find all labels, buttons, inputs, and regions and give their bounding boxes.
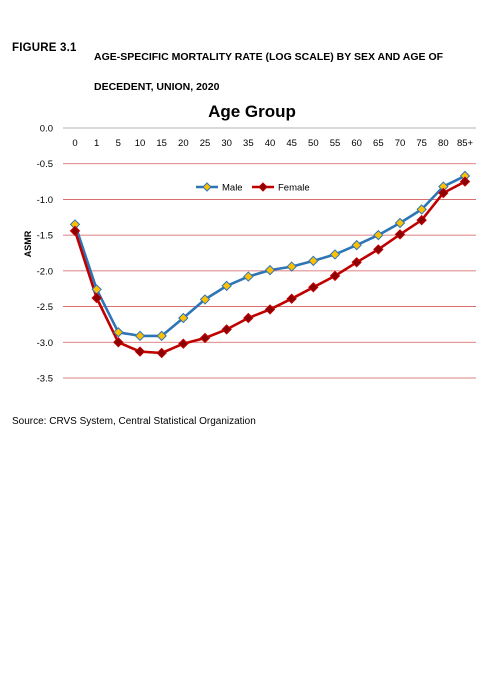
chart-title: Age Group [208, 102, 296, 121]
data-point-male [243, 271, 254, 282]
x-tick-label: 30 [221, 138, 232, 149]
x-tick-label: 65 [373, 138, 384, 149]
x-tick-label: 10 [135, 138, 146, 149]
data-point-male [134, 330, 146, 342]
data-point-male [221, 280, 232, 292]
data-point-male [113, 327, 124, 338]
data-point-female [134, 346, 146, 357]
series-group [69, 170, 471, 359]
x-tick-label: 20 [178, 138, 189, 149]
data-point-male [394, 217, 406, 229]
data-point-female [286, 293, 297, 304]
data-point-female [113, 337, 124, 348]
y-tick-label: -3.0 [37, 338, 53, 349]
legend-swatch-marker [202, 182, 212, 192]
x-tick-labels: 0 1 5 10 15 20 25 30 35 40 45 50 55 60 65 70 75 80 85+ [72, 138, 473, 149]
y-tick-label: -1.0 [37, 195, 53, 206]
data-point-female [178, 338, 189, 349]
x-tick-label: 40 [265, 138, 276, 149]
x-tick-label: 25 [200, 138, 211, 149]
data-point-female [156, 347, 167, 359]
data-point-female [373, 244, 384, 255]
data-point-female [351, 257, 362, 268]
legend: Male Female [196, 182, 310, 194]
x-tick-label: 5 [116, 138, 121, 149]
data-point-female [394, 229, 406, 240]
age-mortality-chart: Age Group 0.0 -0.5 -1.0 -1.5 -2.0 -2.5 -3.0 -3.… [23, 102, 476, 385]
figure-number: FIGURE 3.1 [12, 42, 77, 54]
y-axis-label: ASMR [23, 230, 33, 257]
data-point-female [438, 187, 449, 199]
data-point-male [178, 312, 189, 324]
y-tick-label: -0.5 [37, 159, 53, 170]
data-point-female [199, 332, 211, 344]
legend-label: Male [222, 183, 243, 194]
x-tick-label: 35 [243, 138, 254, 149]
y-tick-label: -3.5 [37, 374, 53, 385]
data-point-male [199, 294, 211, 305]
y-tick-label: 0.0 [40, 124, 53, 135]
data-point-male [156, 330, 167, 342]
x-tick-label: 70 [395, 138, 406, 149]
data-point-male [329, 249, 341, 260]
y-tick-label: -2.5 [37, 302, 53, 313]
x-tick-label: 45 [286, 138, 297, 149]
data-point-female [459, 176, 471, 187]
data-point-female [221, 324, 232, 335]
data-point-female [329, 270, 341, 282]
data-point-female [91, 292, 102, 304]
data-point-male [308, 255, 319, 267]
x-tick-label: 50 [308, 138, 319, 149]
y-tick-labels: 0.0 -0.5 -1.0 -1.5 -2.0 -2.5 -3.0 -3.5 [37, 124, 53, 385]
x-tick-label: 0 [72, 138, 77, 149]
data-point-female [308, 282, 319, 293]
data-point-female [264, 304, 276, 315]
x-tick-label: 75 [416, 138, 427, 149]
grid-lines [63, 127, 476, 379]
y-tick-label: -2.0 [37, 266, 53, 277]
figure-title: AGE-SPECIFIC MORTALITY RATE (LOG SCALE) … [94, 51, 444, 93]
source-note: Source: CRVS System, Central Statistical… [12, 416, 256, 427]
data-point-female [69, 225, 81, 237]
y-tick-label: -1.5 [37, 231, 53, 242]
data-point-female [243, 312, 254, 324]
legend-swatch-marker [258, 182, 268, 192]
data-point-male [416, 204, 427, 215]
data-point-male [286, 261, 297, 272]
x-tick-label: 1 [94, 138, 99, 149]
legend-label: Female [278, 183, 310, 194]
data-point-female [416, 214, 427, 226]
x-tick-label: 80 [438, 138, 449, 149]
x-tick-label: 15 [156, 138, 167, 149]
data-point-male [373, 229, 384, 241]
x-tick-label: 85+ [457, 138, 474, 149]
data-point-male [351, 239, 362, 251]
data-point-male [264, 264, 276, 276]
x-tick-label: 55 [330, 138, 341, 149]
x-tick-label: 60 [351, 138, 362, 149]
